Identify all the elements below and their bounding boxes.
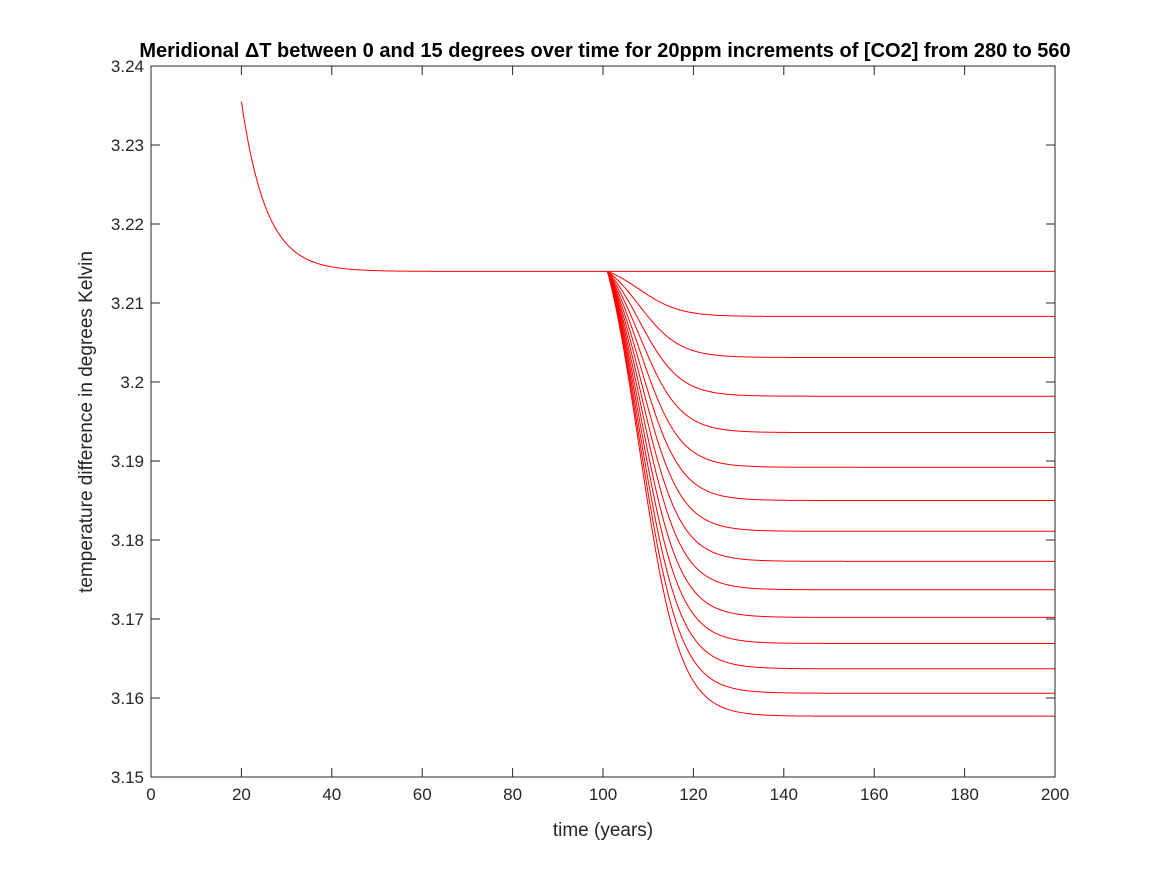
- series-line-10: [607, 271, 1055, 591]
- series-line-15: [607, 271, 1055, 717]
- x-tick-label: 140: [770, 785, 798, 804]
- series-line-9: [607, 271, 1055, 562]
- x-tick-label: 120: [679, 785, 707, 804]
- spinup-line: [240, 101, 608, 272]
- series-line-7: [607, 271, 1055, 501]
- y-tick-label: 3.16: [111, 689, 144, 708]
- x-tick-label: 20: [232, 785, 251, 804]
- y-tick-label: 3.22: [111, 215, 144, 234]
- y-tick-label: 3.21: [111, 294, 144, 313]
- chart-title: Meridional ΔT between 0 and 15 degrees o…: [139, 40, 1070, 62]
- y-tick-label: 3.18: [111, 531, 144, 550]
- plot-frame: [150, 65, 1056, 778]
- series-line-6: [607, 271, 1055, 468]
- y-axis-label: temperature difference in degrees Kelvin: [76, 251, 97, 593]
- series-line-14: [607, 271, 1055, 694]
- x-tick-label: 200: [1041, 785, 1069, 804]
- series-line-11: [607, 271, 1055, 618]
- series-line-13: [607, 271, 1055, 670]
- x-tick-label: 160: [860, 785, 888, 804]
- x-tick-label: 180: [950, 785, 978, 804]
- series-line-2: [607, 270, 1055, 317]
- tick-labels: 0 20 40 60 80 100 120 140 160 180 200 3.15 3.16 3.17 3…: [111, 57, 1069, 804]
- x-tick-label: 0: [146, 785, 155, 804]
- x-axis-label: time (years): [553, 820, 653, 841]
- x-tick-label: 100: [589, 785, 617, 804]
- x-tick-label: 60: [413, 785, 432, 804]
- series-line-4: [607, 271, 1055, 397]
- series-line-3: [607, 271, 1055, 359]
- y-tick-label: 3.2: [120, 373, 144, 392]
- series-line-5: [607, 271, 1055, 434]
- y-tick-label: 3.19: [111, 452, 144, 471]
- y-tick-label: 3.24: [111, 57, 144, 76]
- x-tick-label: 80: [503, 785, 522, 804]
- series-line-12: [607, 271, 1055, 644]
- x-tick-label: 40: [322, 785, 341, 804]
- series-lines: [240, 101, 1055, 717]
- y-tick-label: 3.15: [111, 768, 144, 787]
- series-line-8: [607, 271, 1055, 532]
- plot-area: [151, 66, 1055, 777]
- y-tick-label: 3.17: [111, 610, 144, 629]
- y-tick-label: 3.23: [111, 136, 144, 155]
